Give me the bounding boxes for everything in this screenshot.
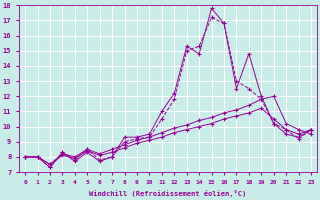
X-axis label: Windchill (Refroidissement éolien,°C): Windchill (Refroidissement éolien,°C) <box>90 190 247 197</box>
